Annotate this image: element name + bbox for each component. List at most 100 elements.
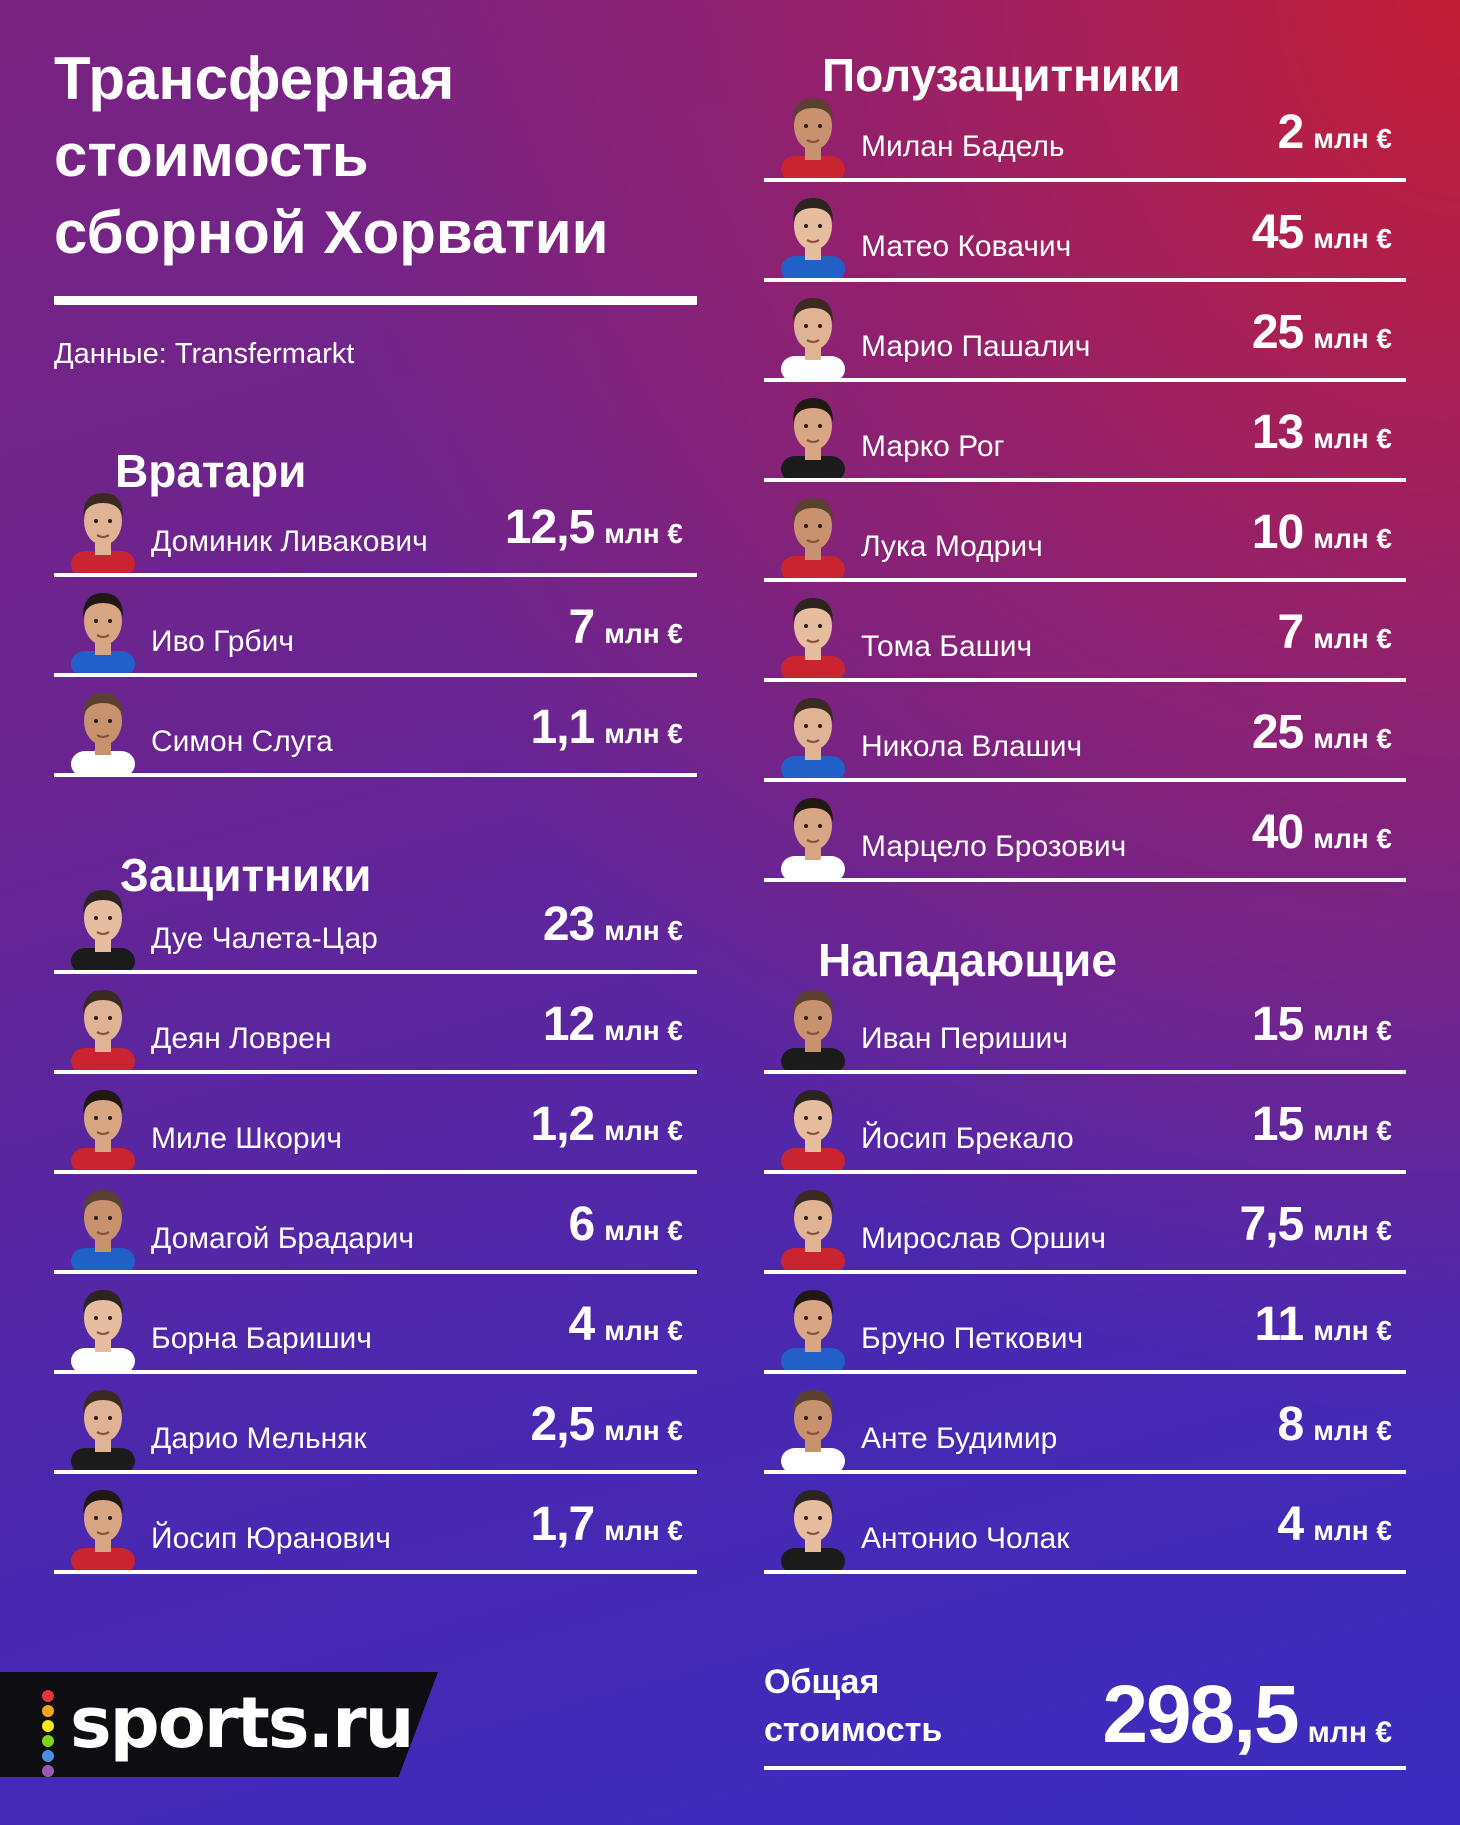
player-row: Иво Грбич 7 млн € <box>54 577 697 677</box>
player-value-unit: млн € <box>1313 523 1392 554</box>
row-divider <box>764 1370 1406 1374</box>
row-divider <box>764 678 1406 682</box>
player-row: Доминик Ливакович 12,5 млн € <box>54 477 697 577</box>
player-name: Доминик Ливакович <box>151 525 428 558</box>
player-name: Никола Влашич <box>861 730 1083 763</box>
player-photo <box>777 86 849 178</box>
player-value-unit: млн € <box>1313 1315 1392 1346</box>
brand-dot <box>42 1750 54 1762</box>
row-divider <box>54 1570 697 1574</box>
player-value-unit: млн € <box>1313 1115 1392 1146</box>
player-value: 13 млн € <box>1252 405 1392 460</box>
player-value-unit: млн € <box>604 1315 683 1346</box>
player-row: Йосип Брекало 15 млн € <box>764 1074 1406 1174</box>
row-divider <box>764 1570 1406 1574</box>
player-value: 12,5 млн € <box>505 500 683 555</box>
player-value-unit: млн € <box>1313 1015 1392 1046</box>
player-value-number: 15 <box>1251 1098 1304 1151</box>
player-value: 25 млн € <box>1252 305 1392 360</box>
player-name: Бруно Петкович <box>861 1322 1084 1355</box>
row-divider <box>764 1170 1406 1174</box>
player-photo <box>777 978 849 1070</box>
player-value: 2 млн € <box>1278 105 1392 160</box>
row-divider <box>764 1470 1406 1474</box>
player-row: Мирослав Оршич 7,5 млн € <box>764 1174 1406 1274</box>
player-row: Иван Перишич 15 млн € <box>764 974 1406 1074</box>
player-name: Марко Рог <box>861 430 1005 463</box>
player-value: 12 млн € <box>543 997 683 1052</box>
player-value-number: 25 <box>1251 706 1304 759</box>
brand-dot <box>42 1720 54 1732</box>
player-value-number: 25 <box>1251 306 1304 359</box>
brand-dot <box>42 1705 54 1717</box>
player-value-number: 11 <box>1254 1298 1304 1351</box>
player-row: Матео Ковачич 45 млн € <box>764 182 1406 282</box>
player-row: Марцело Брозович 40 млн € <box>764 782 1406 882</box>
player-row: Милан Бадель 2 млн € <box>764 82 1406 182</box>
title-divider <box>54 296 697 305</box>
player-name: Иво Грбич <box>151 625 294 658</box>
player-photo <box>67 1278 139 1370</box>
player-photo <box>777 1078 849 1170</box>
player-name: Милан Бадель <box>861 130 1065 163</box>
player-value-number: 7,5 <box>1239 1198 1305 1251</box>
player-photo <box>67 681 139 773</box>
player-value: 11 млн € <box>1254 1297 1392 1352</box>
player-value-number: 15 <box>1251 998 1304 1051</box>
player-row: Дуе Чалета-Цар 23 млн € <box>54 874 697 974</box>
total-label-line: Общая <box>764 1663 880 1701</box>
player-value: 6 млн € <box>569 1197 683 1252</box>
player-name: Борна Баришич <box>151 1322 372 1355</box>
brand-dot <box>42 1765 54 1777</box>
player-photo <box>67 1178 139 1270</box>
player-value: 7 млн € <box>1278 605 1392 660</box>
player-row: Тома Башич 7 млн € <box>764 582 1406 682</box>
player-value-number: 4 <box>1277 1498 1305 1551</box>
player-value-number: 1,1 <box>530 701 596 754</box>
row-divider <box>764 578 1406 582</box>
player-photo <box>777 786 849 878</box>
player-value: 45 млн € <box>1252 205 1392 260</box>
player-row: Антонио Чолак 4 млн € <box>764 1474 1406 1574</box>
player-value-unit: млн € <box>1313 123 1392 154</box>
player-value: 4 млн € <box>569 1297 683 1352</box>
player-name: Миле Шкорич <box>151 1122 342 1155</box>
player-value-number: 1,7 <box>530 1498 596 1551</box>
total-value: 298,5 млн € <box>1102 1668 1392 1762</box>
player-value: 15 млн € <box>1252 997 1392 1052</box>
section-heading-midfielders: Полузащитники <box>822 49 1181 101</box>
player-value-number: 2,5 <box>530 1398 596 1451</box>
total-unit: млн € <box>1307 1716 1392 1749</box>
brand-name: sports.ru <box>70 1682 414 1764</box>
player-value-unit: млн € <box>604 618 683 649</box>
total-label: Общая стоимость <box>764 1658 1044 1754</box>
player-value: 7 млн € <box>569 600 683 655</box>
player-value-number: 4 <box>568 1298 596 1351</box>
player-value-number: 7 <box>1277 606 1305 659</box>
player-photo <box>777 1478 849 1570</box>
player-value-unit: млн € <box>1313 1215 1392 1246</box>
player-row: Домагой Брадарич 6 млн € <box>54 1174 697 1274</box>
player-name: Анте Будимир <box>861 1422 1058 1455</box>
section-heading-forwards: Нападающие <box>818 934 1117 986</box>
player-value-number: 13 <box>1251 406 1304 459</box>
brand-logo: sports.ru <box>0 1672 438 1777</box>
player-value-unit: млн € <box>1313 323 1392 354</box>
player-name: Дарио Мельняк <box>151 1422 367 1455</box>
total-number: 298,5 <box>1102 1669 1299 1760</box>
title-line: стоимость <box>54 122 369 189</box>
page-title: Трансферная стоимость сборной Хорватии <box>54 40 694 271</box>
row-divider <box>764 878 1406 882</box>
row-divider <box>54 573 697 577</box>
player-row: Йосип Юранович 1,7 млн € <box>54 1474 697 1574</box>
player-value-number: 10 <box>1251 506 1304 559</box>
player-photo <box>67 878 139 970</box>
player-value-unit: млн € <box>1313 1515 1392 1546</box>
player-value-unit: млн € <box>604 1415 683 1446</box>
player-value-unit: млн € <box>1313 423 1392 454</box>
player-row: Бруно Петкович 11 млн € <box>764 1274 1406 1374</box>
row-divider <box>764 178 1406 182</box>
player-value-number: 45 <box>1251 206 1304 259</box>
player-name: Тома Башич <box>861 630 1033 663</box>
player-name: Дуе Чалета-Цар <box>151 922 378 955</box>
